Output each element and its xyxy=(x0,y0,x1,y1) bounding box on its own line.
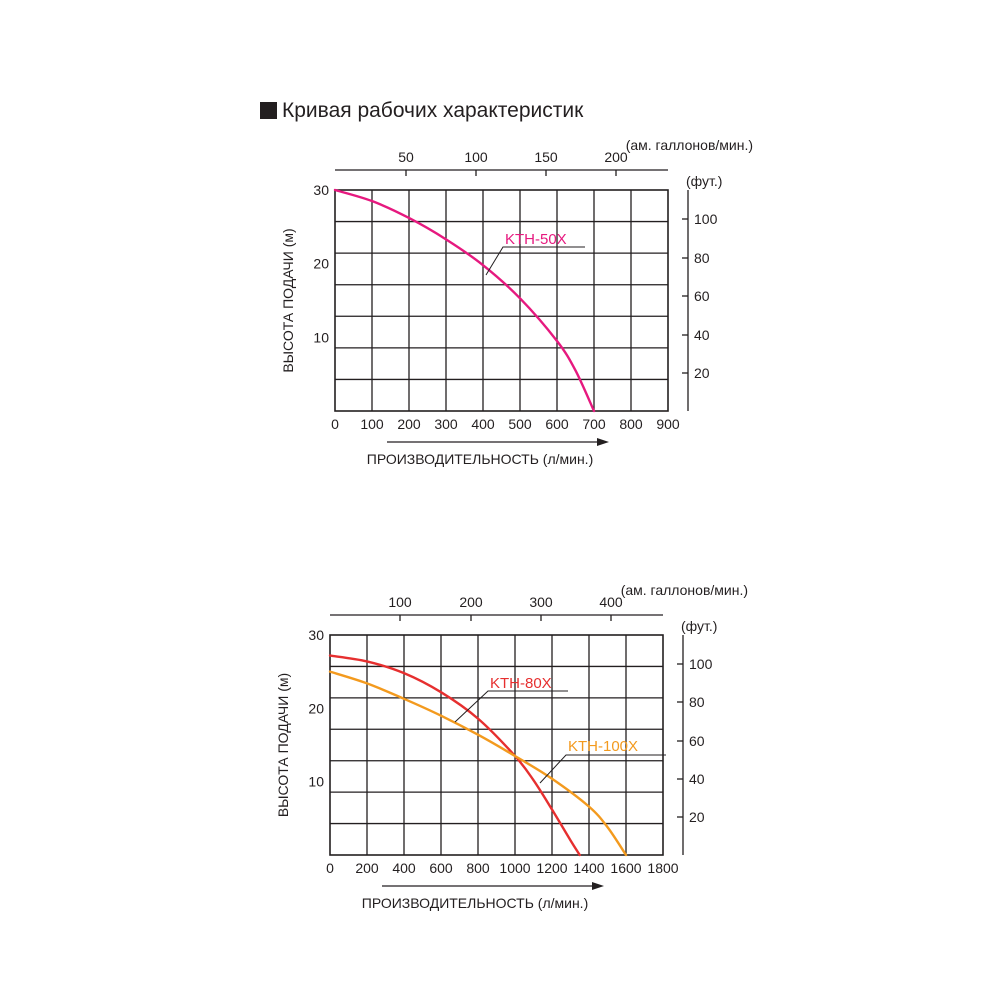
chart2-x-tick-label: 600 xyxy=(429,860,453,876)
chart2-top-axis-tick-label: 200 xyxy=(459,594,483,610)
chart1-x-tick-label: 900 xyxy=(656,416,680,432)
chart1-right-axis-tick-label: 80 xyxy=(694,250,710,266)
heading-square-icon xyxy=(260,102,277,119)
chart1-top-axis-tick-label: 50 xyxy=(398,149,414,165)
chart1-y-tick-label: 20 xyxy=(313,256,329,272)
chart2-y-tick-label: 30 xyxy=(308,627,324,643)
page-title: Кривая рабочих характеристик xyxy=(282,99,584,122)
chart2-series-leader-line xyxy=(454,690,568,723)
chart2-right-axis-tick-label: 80 xyxy=(689,694,705,710)
chart1-x-tick-label: 700 xyxy=(582,416,606,432)
chart2-series-label-kth-80x: KTH-80X xyxy=(490,675,552,692)
chart1-series-line-kth-50x xyxy=(333,188,596,413)
chart2-x-tick-label: 200 xyxy=(355,860,379,876)
chart1-right-axis-tick-label: 100 xyxy=(694,211,718,227)
chart1-x-tick-label: 200 xyxy=(397,416,421,432)
chart2-x-tick-label: 1400 xyxy=(573,860,604,876)
chart2-right-axis-tick-label: 20 xyxy=(689,809,705,825)
chart1-y-tick-label: 30 xyxy=(313,182,329,198)
chart2-top-axis-tick-label: 100 xyxy=(388,594,412,610)
chart2-plot-frame xyxy=(329,634,664,856)
chart1-x-tick-label: 800 xyxy=(619,416,643,432)
chart2-x-tick-label: 0 xyxy=(326,860,334,876)
chart2-top-axis-tick-label: 300 xyxy=(529,594,553,610)
chart2-x-axis-label: ПРОИЗВОДИТЕЛЬНОСТЬ (л/мин.) xyxy=(362,895,589,911)
chart2-top-axis-label: (ам. галлонов/мин.) xyxy=(621,582,748,598)
chart2-series-leader-line xyxy=(539,754,666,784)
chart1-series-leader-line xyxy=(485,246,585,276)
chart2-series-line-kth-100x xyxy=(328,670,628,857)
chart1-top-axis-tick-label: 150 xyxy=(534,149,558,165)
chart2-right-axis-label: (фут.) xyxy=(681,618,717,634)
chart2-x-tick-label: 400 xyxy=(392,860,416,876)
chart2-right-axis-tick-label: 40 xyxy=(689,771,705,787)
chart1-series-label-kth-50x: KTH-50X xyxy=(505,231,567,248)
chart1-x-axis-label: ПРОИЗВОДИТЕЛЬНОСТЬ (л/мин.) xyxy=(367,451,594,467)
chart2-series-label-kth-100x: KTH-100X xyxy=(568,738,638,755)
chart1-x-tick-label: 400 xyxy=(471,416,495,432)
chart1-x-tick-label: 100 xyxy=(360,416,384,432)
chart1-right-axis-tick-label: 60 xyxy=(694,288,710,304)
chart1-right-axis-tick-label: 20 xyxy=(694,365,710,381)
chart1-x-tick-label: 500 xyxy=(508,416,532,432)
chart2-x-tick-label: 800 xyxy=(466,860,490,876)
chart1-y-axis-label: ВЫСОТА ПОДАЧИ (м) xyxy=(280,228,296,372)
chart1-top-axis-tick-label: 100 xyxy=(464,149,488,165)
chart2-y-tick-label: 20 xyxy=(308,700,324,716)
chart2-series-line-kth-80x xyxy=(328,654,581,857)
chart1-y-tick-label: 10 xyxy=(313,329,329,345)
chart2-x-tick-label: 1000 xyxy=(499,860,530,876)
chart1-right-axis-tick-label: 40 xyxy=(694,327,710,343)
chart1-x-tick-label: 300 xyxy=(434,416,458,432)
chart1-plot-frame xyxy=(334,189,669,412)
chart2-y-tick-label: 10 xyxy=(308,774,324,790)
chart1-x-tick-label: 0 xyxy=(331,416,339,432)
chart1-x-axis-arrow-head xyxy=(597,438,609,446)
chart2-right-axis-tick-label: 60 xyxy=(689,733,705,749)
chart2-top-axis-tick-label: 400 xyxy=(599,594,623,610)
chart2-right-axis-tick-label: 100 xyxy=(689,656,713,672)
chart2-x-axis-arrow-head xyxy=(592,882,604,890)
chart2-x-tick-label: 1600 xyxy=(610,860,641,876)
chart2-x-tick-label: 1200 xyxy=(536,860,567,876)
chart1-x-tick-label: 600 xyxy=(545,416,569,432)
chart1-top-axis-label: (ам. галлонов/мин.) xyxy=(626,137,753,153)
chart2-y-axis-label: ВЫСОТА ПОДАЧИ (м) xyxy=(275,673,291,817)
chart1-top-axis-tick-label: 200 xyxy=(604,149,628,165)
chart2-x-tick-label: 1800 xyxy=(647,860,678,876)
chart1-right-axis-label: (фут.) xyxy=(686,173,722,189)
